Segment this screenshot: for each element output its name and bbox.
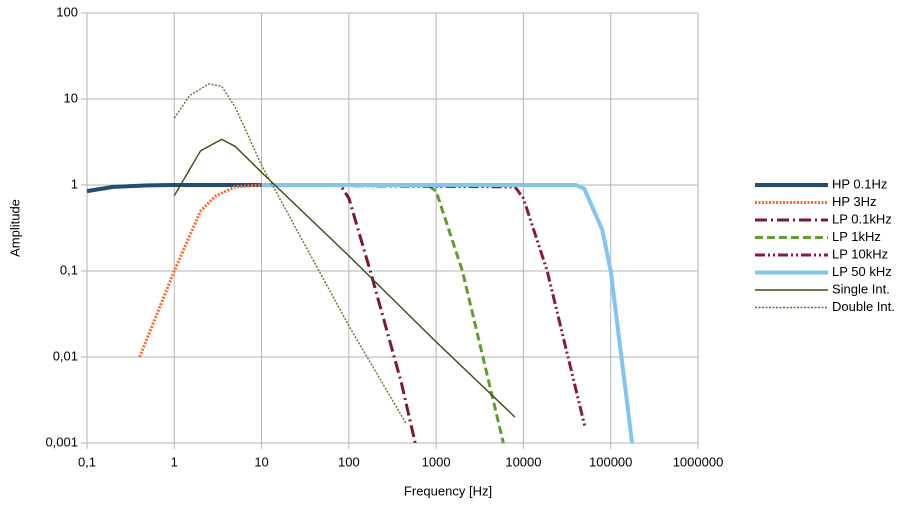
legend-label: LP 1kHz — [832, 229, 881, 244]
legend-label: Double Int. — [832, 299, 895, 314]
legend-label: HP 3Hz — [832, 194, 877, 209]
y-tick-label: 10 — [64, 90, 78, 105]
y-tick-label: 0,001 — [45, 434, 78, 449]
legend-label: HP 0.1Hz — [832, 176, 887, 191]
legend-label: Single Int. — [832, 281, 890, 296]
y-tick-label: 0,01 — [53, 348, 78, 363]
x-tick-label: 100000 — [589, 454, 632, 469]
series-line — [261, 183, 587, 429]
x-tick-label: 100 — [338, 454, 360, 469]
series-line — [86, 183, 262, 194]
series-line — [261, 183, 417, 444]
legend-label: LP 50 kHz — [832, 264, 892, 279]
x-tick-label: 0,1 — [78, 454, 96, 469]
legend-label: LP 0.1kHz — [832, 211, 892, 226]
y-axis-title: Amplitude — [7, 199, 22, 257]
y-tick-label: 0,1 — [60, 262, 78, 277]
series-line — [173, 83, 407, 424]
y-tick-label: 100 — [56, 4, 78, 19]
series-line — [261, 183, 635, 444]
x-tick-label: 1000000 — [673, 454, 724, 469]
x-tick-label: 10 — [254, 454, 268, 469]
legend-label: LP 10kHz — [832, 246, 888, 261]
series-line — [138, 183, 262, 358]
x-tick-label: 1 — [171, 454, 178, 469]
y-tick-label: 1 — [71, 176, 78, 191]
x-axis-title: Frequency [Hz] — [404, 483, 492, 498]
series-line — [173, 138, 516, 418]
x-tick-label: 1000 — [422, 454, 451, 469]
x-tick-label: 10000 — [505, 454, 541, 469]
